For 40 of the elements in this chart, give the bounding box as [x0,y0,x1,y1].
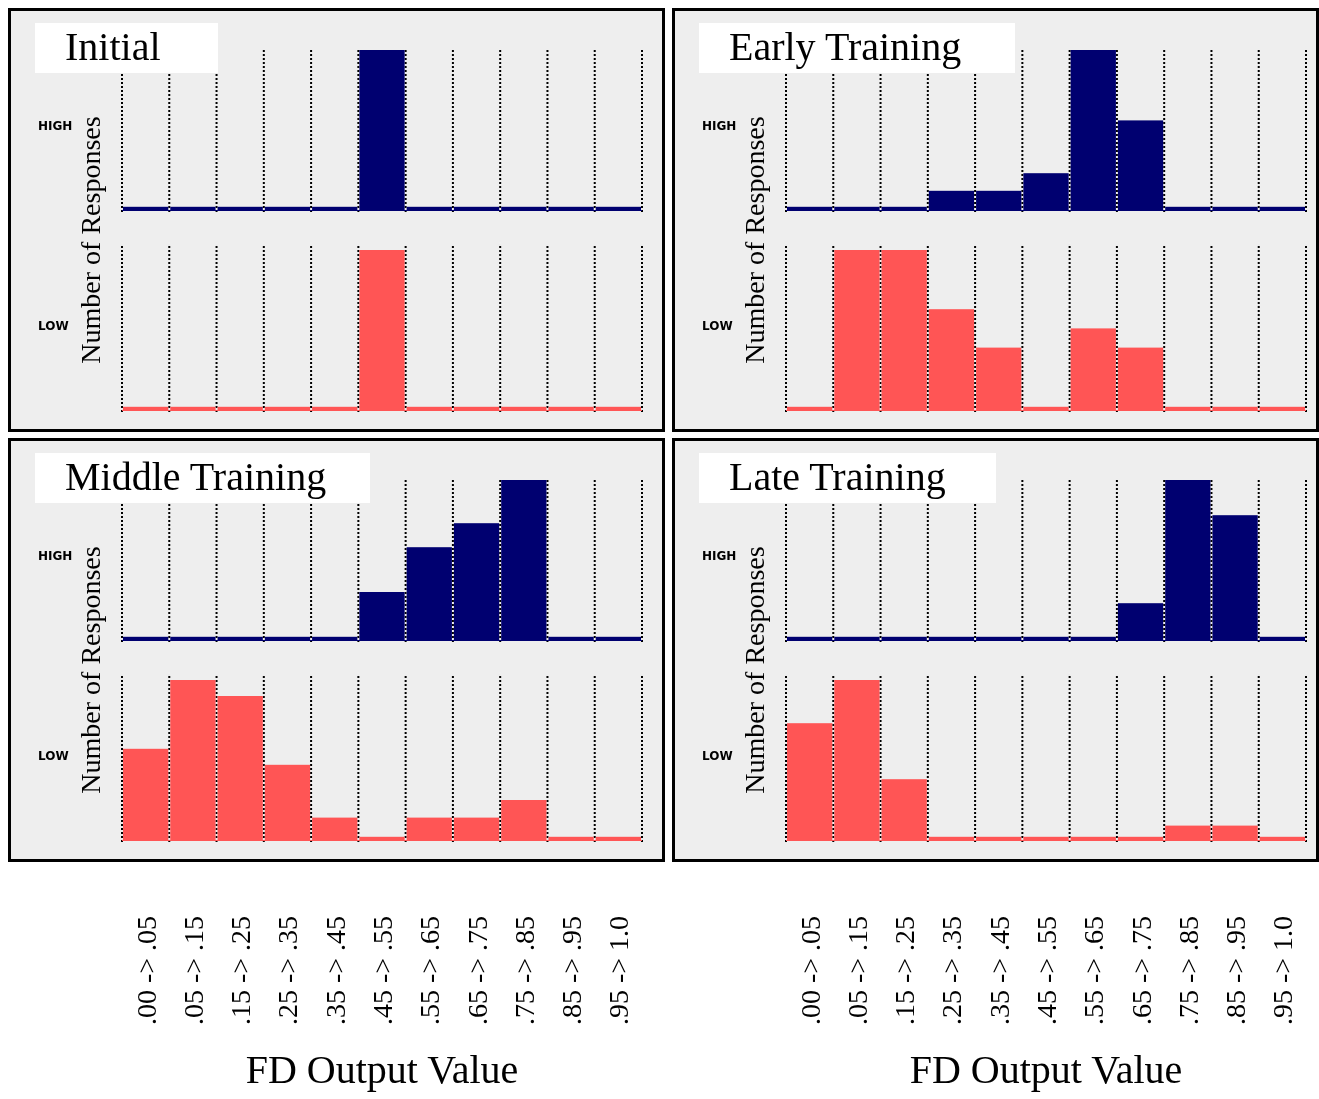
x-axis-title: FD Output Value [245,1047,519,1092]
chart-title: Initial [65,24,161,69]
text: HIGH [702,119,737,133]
x-tick-label: .95 -> 1.0 [603,915,635,1025]
y-axis-title: Number of Responses [739,116,770,364]
x-tick-label: .75 -> .85 [1172,915,1204,1025]
text: LOW [38,319,69,333]
x-tick-label: .85 -> .95 [1220,915,1252,1025]
x-tick-label: .55 -> .65 [1078,915,1110,1025]
x-tick-label: .35 -> .45 [319,915,351,1025]
y-axis-title: Number of Responses [75,546,106,794]
x-tick-label: .45 -> .55 [367,915,398,1025]
chart-title: Middle Training [65,454,327,499]
text: HIGH [702,549,737,563]
text: HIGH [38,549,73,563]
x-tick-label: .15 -> .25 [225,915,257,1025]
x-tick-label: .65 -> .75 [461,915,493,1025]
x-tick-label: .25 -> .35 [272,915,304,1025]
x-tick-label: .75 -> .85 [508,915,540,1025]
x-tick-label: .45 -> .55 [1031,915,1062,1025]
text: LOW [702,749,733,763]
x-tick-label: .00 -> .05 [130,915,162,1025]
x-axis-title: FD Output Value [909,1047,1183,1092]
x-tick-label: .35 -> .45 [983,915,1015,1025]
y-axis-title: Number of Responses [739,546,770,794]
x-tick-label: .25 -> .35 [936,915,968,1025]
text: HIGH [38,119,73,133]
x-tick-label: .95 -> 1.0 [1267,915,1299,1025]
x-tick-label: .85 -> .95 [556,915,588,1025]
chart-title: Late Training [729,454,946,499]
x-tick-label: .05 -> .15 [177,915,209,1025]
y-axis-title: Number of Responses [75,116,106,364]
text: LOW [38,749,69,763]
x-tick-label: .65 -> .75 [1125,915,1157,1025]
chart-title: Early Training [729,24,962,69]
x-tick-label: .05 -> .15 [841,915,873,1025]
x-tick-label: .15 -> .25 [889,915,921,1025]
x-tick-label: .00 -> .05 [794,915,826,1025]
text: LOW [702,319,733,333]
x-tick-label: .55 -> .65 [414,915,446,1025]
